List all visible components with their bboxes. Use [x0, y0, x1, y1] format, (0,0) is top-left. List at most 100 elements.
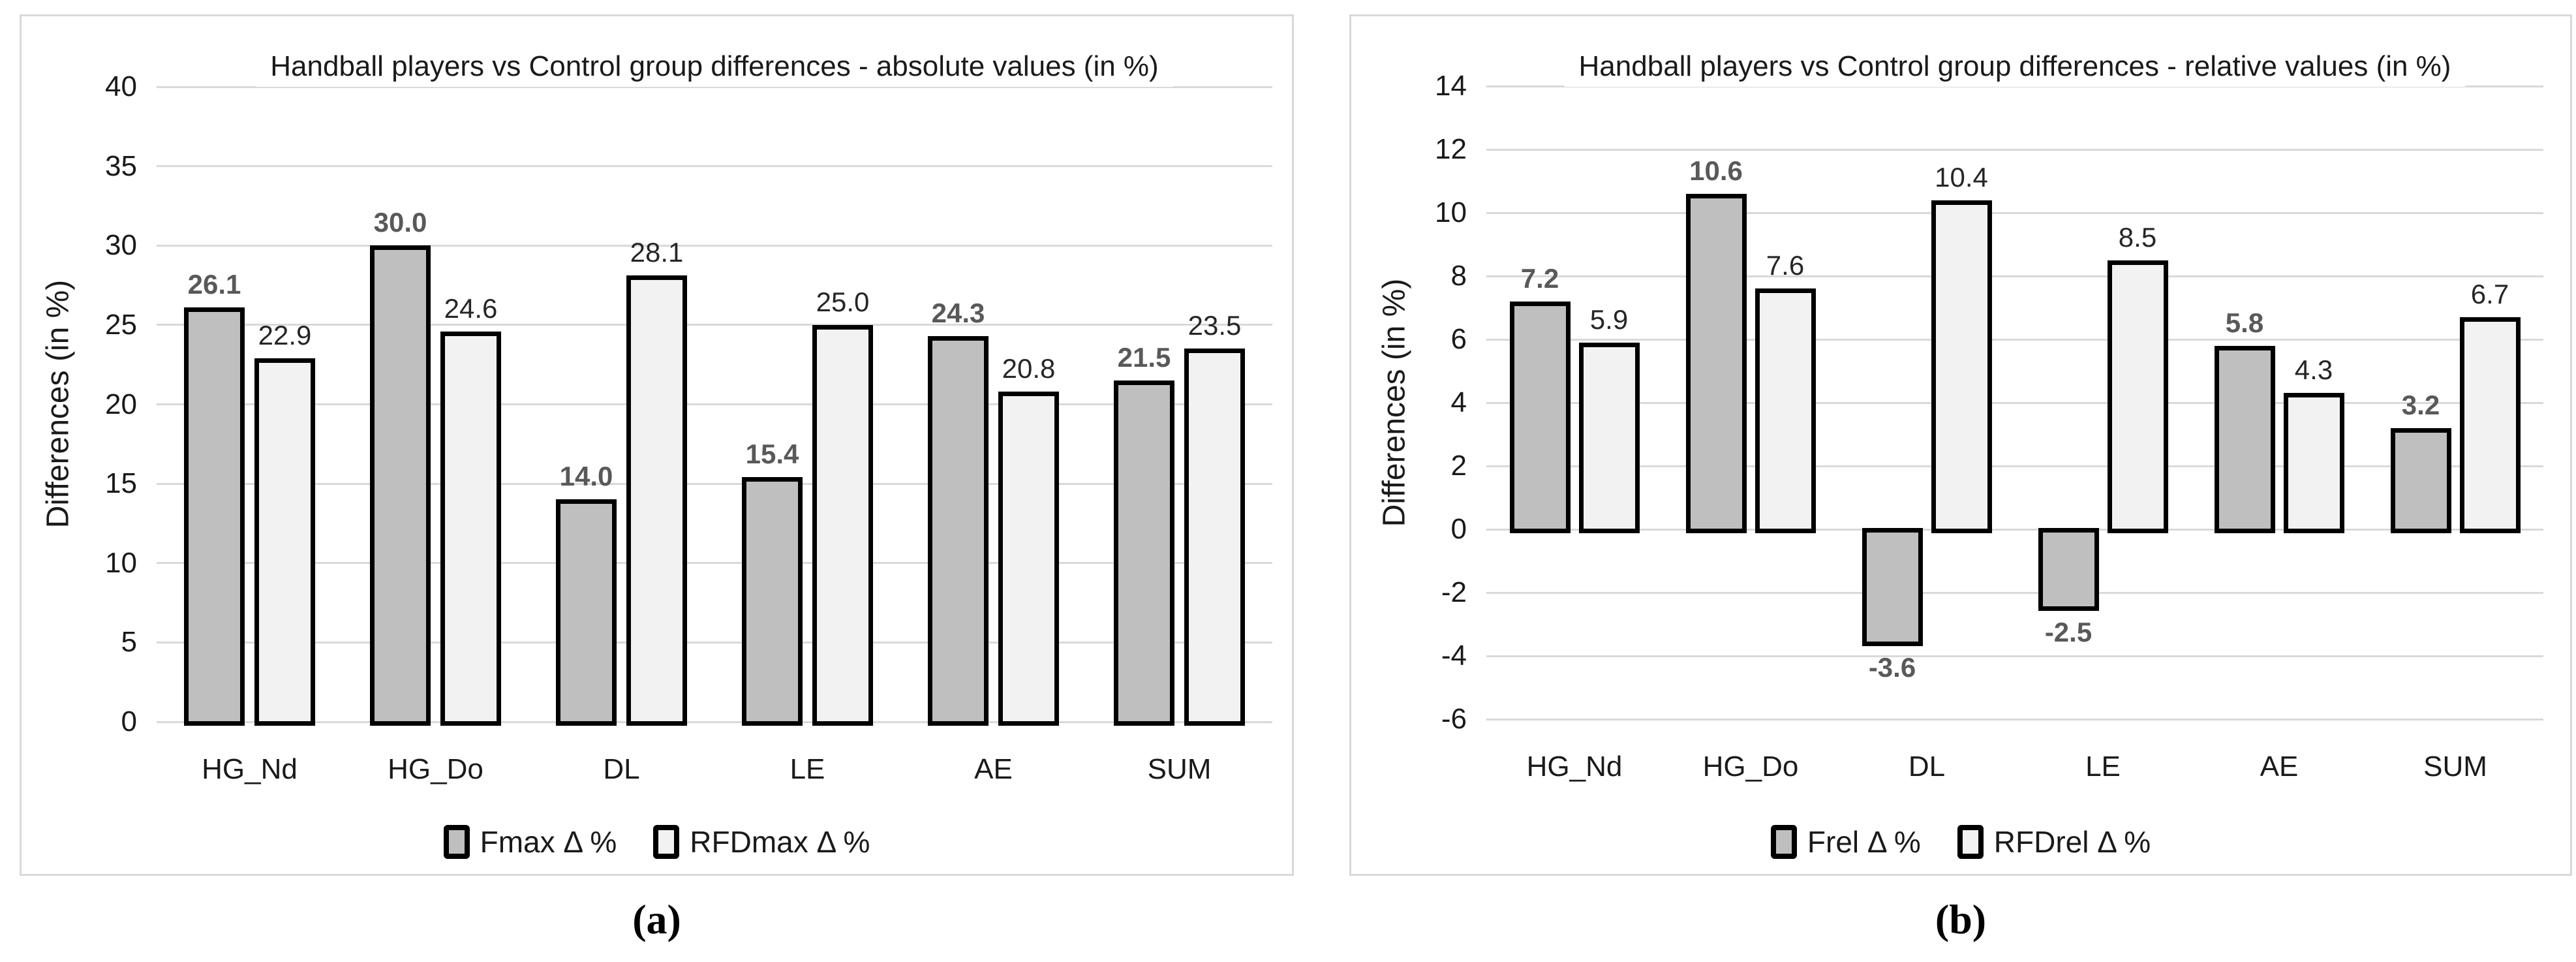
gridline-8 [1486, 275, 2543, 277]
y-tick-10: 10 [1435, 196, 1467, 228]
chart-title-relative: Handball players vs Control group differ… [1486, 46, 2543, 87]
gridline-0 [157, 721, 1272, 723]
bar-value-SUM-series2: 6.7 [2470, 279, 2509, 310]
category-label-DL: DL [1908, 751, 1946, 783]
legend-swatch-frel [1770, 825, 1797, 859]
gridline-5 [157, 641, 1272, 644]
bar-DL-series1 [556, 499, 617, 726]
bar-value-LE-series1: 15.4 [745, 439, 799, 470]
legend-label-fmax: Fmax Δ % [480, 825, 617, 859]
bar-DL-series2 [626, 275, 687, 726]
caption-a: (a) [632, 896, 681, 942]
legend-label-rfdmax: RFDmax Δ % [690, 825, 870, 859]
gridline--4 [1486, 655, 2543, 657]
y-tick-6: 6 [1450, 323, 1467, 355]
gridline-10 [1486, 211, 2543, 214]
caption-b: (b) [1935, 896, 1987, 942]
category-label-SUM: SUM [1147, 753, 1212, 785]
category-label-HG_Nd: HG_Nd [202, 753, 298, 785]
gridline-2 [1486, 465, 2543, 467]
y-tick-35: 35 [105, 149, 137, 182]
bar-HG_Nd-series2 [254, 358, 315, 726]
category-label-LE: LE [790, 753, 825, 785]
bar-HG_Do-series2 [440, 331, 501, 726]
bar-value-AE-series2: 20.8 [1002, 353, 1056, 384]
y-tick-20: 20 [105, 388, 137, 420]
legend-label-rfdrel: RFDrel Δ % [1993, 825, 2151, 859]
bar-HG_Nd-series2 [1578, 342, 1640, 533]
bar-LE-series1 [2038, 528, 2099, 612]
category-label-HG_Do: HG_Do [1702, 751, 1799, 783]
bar-value-DL-series1: 14.0 [559, 461, 613, 492]
category-label-AE: AE [974, 753, 1013, 785]
y-tick-10: 10 [105, 546, 137, 579]
y-tick-8: 8 [1450, 260, 1467, 292]
legend-swatch-fmax [443, 825, 470, 859]
gridline-20 [157, 403, 1272, 405]
bar-value-HG_Do-series1: 10.6 [1689, 155, 1743, 186]
bar-value-SUM-series1: 21.5 [1117, 342, 1171, 373]
gridline-4 [1486, 401, 2543, 404]
legend-relative: Frel Δ % RFDrel Δ % [1351, 824, 2570, 860]
bar-value-HG_Do-series1: 30.0 [373, 207, 427, 238]
bar-SUM-series1 [1114, 380, 1174, 726]
legend-entry-frel: Frel Δ % [1770, 824, 1921, 860]
bar-value-DL-series2: 10.4 [1935, 161, 1988, 193]
legend-entry-rfdmax: RFDmax Δ % [653, 824, 870, 860]
y-tick--6: -6 [1441, 703, 1467, 735]
gridline-12 [1486, 148, 2543, 151]
bar-SUM-series1 [2390, 427, 2451, 533]
y-tick-5: 5 [121, 626, 137, 659]
bar-SUM-series2 [1184, 349, 1245, 726]
y-tick-25: 25 [105, 308, 137, 341]
bar-value-HG_Do-series2: 24.6 [444, 292, 498, 324]
gridline-35 [157, 165, 1272, 168]
bar-value-LE-series1: -2.5 [2044, 617, 2093, 648]
y-tick-2: 2 [1450, 450, 1467, 482]
gridline-0 [1486, 528, 2543, 531]
bar-DL-series1 [1862, 528, 1923, 646]
y-tick--4: -4 [1441, 640, 1467, 672]
bar-HG_Do-series1 [1685, 193, 1747, 533]
category-label-SUM: SUM [2423, 751, 2487, 783]
bar-value-AE-series1: 24.3 [931, 297, 985, 328]
gridline--2 [1486, 591, 2543, 594]
category-label-DL: DL [603, 753, 640, 785]
y-tick-15: 15 [105, 467, 137, 500]
legend-swatch-rfdmax [653, 825, 680, 859]
legend-swatch-rfdrel [1957, 825, 1984, 859]
y-tick-0: 0 [1450, 513, 1467, 545]
gridline-40 [157, 85, 1272, 88]
category-label-AE: AE [2260, 751, 2299, 783]
legend-entry-fmax: Fmax Δ % [443, 824, 617, 860]
y-tick-30: 30 [105, 229, 137, 262]
bar-value-SUM-series2: 23.5 [1188, 310, 1242, 341]
chart-title-absolute: Handball players vs Control group differ… [157, 46, 1272, 87]
bar-value-LE-series2: 8.5 [2118, 221, 2157, 253]
bar-LE-series2 [812, 324, 873, 726]
bar-SUM-series2 [2459, 317, 2521, 533]
chart-panel-absolute: Handball players vs Control group differ… [20, 14, 1294, 876]
y-tick-14: 14 [1435, 70, 1467, 102]
y-tick--2: -2 [1441, 576, 1467, 608]
y-tick-40: 40 [105, 70, 137, 102]
bar-value-AE-series1: 5.8 [2225, 307, 2264, 338]
bar-AE-series1 [928, 335, 989, 726]
bar-value-HG_Nd-series1: 26.1 [187, 269, 241, 300]
gridline-15 [157, 482, 1272, 485]
chart-title-text: Handball players vs Control group differ… [256, 46, 1173, 87]
gridline--6 [1486, 718, 2543, 721]
bar-value-DL-series1: -3.6 [1868, 651, 1916, 683]
gridline-6 [1486, 338, 2543, 341]
category-label-HG_Nd: HG_Nd [1526, 751, 1623, 783]
legend-entry-rfdrel: RFDrel Δ % [1957, 824, 2151, 860]
bar-AE-series2 [2283, 393, 2344, 533]
bar-LE-series2 [2107, 260, 2168, 533]
bar-value-SUM-series1: 3.2 [2401, 389, 2440, 420]
bar-DL-series2 [1931, 200, 1992, 533]
category-label-HG_Do: HG_Do [388, 753, 483, 785]
y-tick-4: 4 [1450, 386, 1467, 418]
chart-panel-relative: Handball players vs Control group differ… [1349, 14, 2572, 876]
bar-value-HG_Do-series2: 7.6 [1766, 250, 1805, 281]
